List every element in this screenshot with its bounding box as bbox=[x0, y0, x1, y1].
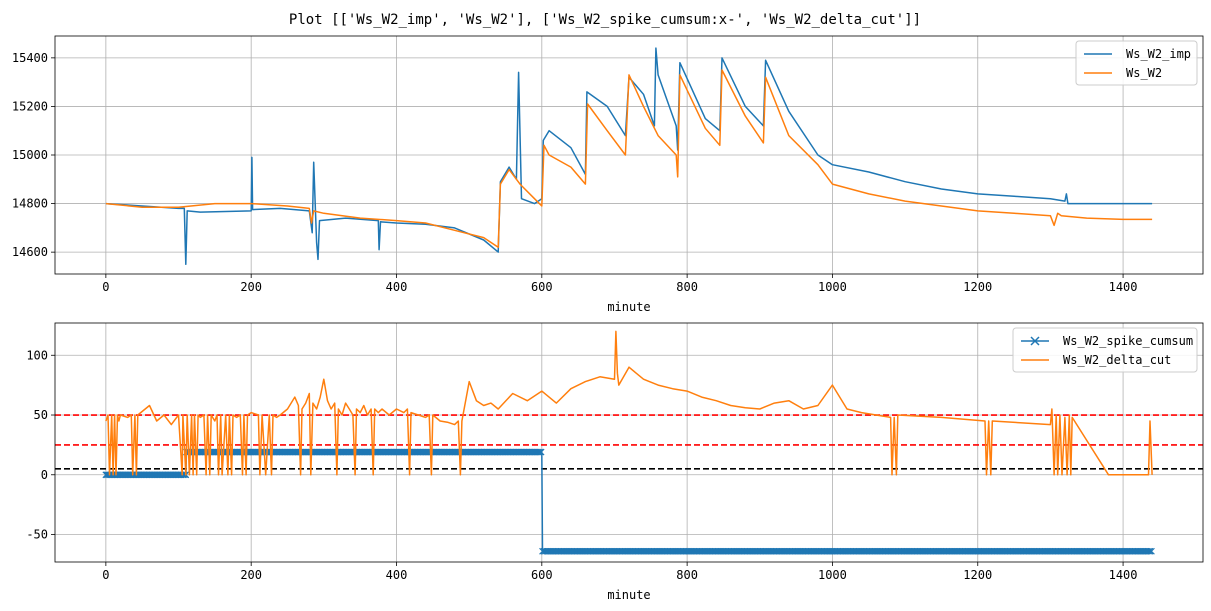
axes-frame bbox=[54, 322, 1204, 563]
legend-label: Ws_W2_delta_cut bbox=[1063, 353, 1171, 367]
legend-box bbox=[1012, 327, 1198, 373]
x-tick-label: 1400 bbox=[1109, 568, 1138, 582]
y-tick-label: 14600 bbox=[12, 245, 48, 259]
x-tick-label: 800 bbox=[676, 568, 698, 582]
y-tick-label: 100 bbox=[26, 348, 48, 362]
x-tick-label: 800 bbox=[676, 280, 698, 294]
series-marker bbox=[536, 448, 544, 456]
axes-frame bbox=[54, 35, 1204, 275]
series-marker bbox=[1145, 547, 1152, 555]
y-tick-label: 0 bbox=[41, 468, 48, 482]
x-tick-label: 1000 bbox=[818, 280, 847, 294]
legend-label: Ws_W2_imp bbox=[1126, 47, 1191, 61]
legend-label: Ws_W2 bbox=[1126, 66, 1162, 80]
series-marker bbox=[534, 448, 542, 456]
y-tick-label: 15400 bbox=[12, 51, 48, 65]
y-tick-label: 15200 bbox=[12, 99, 48, 113]
x-axis-label: minute bbox=[607, 300, 650, 314]
x-tick-label: 1400 bbox=[1109, 280, 1138, 294]
legend-box bbox=[1075, 40, 1198, 86]
top-axes: 0 200 400 600 800 1000 1200 1400 14600 14800 15000… bbox=[12, 35, 1204, 314]
series-marker bbox=[1146, 547, 1154, 555]
y-tick-label: 14800 bbox=[12, 197, 48, 211]
x-tick-label: 600 bbox=[531, 280, 553, 294]
legend: Ws_W2_spike_cumsum Ws_W2_delta_cut bbox=[1012, 327, 1198, 373]
legend: Ws_W2_imp Ws_W2 bbox=[1075, 40, 1198, 86]
series-line-Ws_W2 bbox=[105, 69, 1153, 249]
legend-label: Ws_W2_spike_cumsum bbox=[1063, 334, 1193, 348]
x-tick-label: 0 bbox=[102, 568, 109, 582]
series-line-Ws_W2_delta_cut bbox=[105, 330, 1153, 476]
series-marker bbox=[537, 448, 545, 456]
x-tick-label: 600 bbox=[531, 568, 553, 582]
bottom-axes: 0 200 400 600 800 1000 1200 1400 -50 0 50 100 minute… bbox=[26, 322, 1204, 602]
y-tick-label: -50 bbox=[26, 528, 48, 542]
y-tick-label: 50 bbox=[34, 408, 48, 422]
x-tick-label: 200 bbox=[240, 568, 262, 582]
x-tick-label: 400 bbox=[386, 280, 408, 294]
x-tick-label: 200 bbox=[240, 280, 262, 294]
series-line-Ws_W2_spike_cumsum bbox=[105, 451, 1153, 552]
legend-marker bbox=[1030, 336, 1040, 346]
x-tick-label: 0 bbox=[102, 280, 109, 294]
x-tick-label: 1200 bbox=[963, 568, 992, 582]
x-tick-label: 1200 bbox=[963, 280, 992, 294]
x-tick-label: 400 bbox=[386, 568, 408, 582]
x-tick-label: 1000 bbox=[818, 568, 847, 582]
series-marker bbox=[1147, 547, 1155, 555]
figure-title: Plot [['Ws_W2_imp', 'Ws_W2'], ['Ws_W2_sp… bbox=[289, 12, 921, 28]
y-tick-label: 15000 bbox=[12, 148, 48, 162]
x-axis-label: minute bbox=[607, 588, 650, 602]
